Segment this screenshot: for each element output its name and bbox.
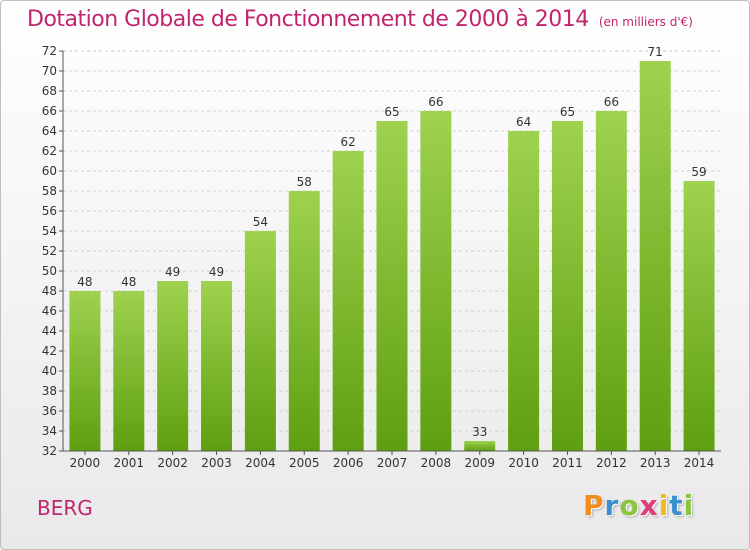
bar-2003 <box>201 281 233 451</box>
bar-2009 <box>464 441 496 451</box>
data-label: 66 <box>428 95 443 109</box>
y-tick-label: 62 <box>42 144 57 158</box>
x-tick-labels: 2000 2001 2002 2003 2004 2005 2006 2007 2008 2009… <box>70 456 715 470</box>
data-label: 58 <box>297 175 312 189</box>
data-label: 49 <box>165 265 180 279</box>
y-tick-label: 58 <box>42 184 57 198</box>
y-tick-label: 36 <box>42 404 57 418</box>
data-label: 64 <box>516 115 531 129</box>
logo-letter: i <box>658 489 670 522</box>
y-tick-label: 60 <box>42 164 57 178</box>
x-tick-label: 2002 <box>157 456 188 470</box>
y-tick-label: 66 <box>42 104 57 118</box>
y-tick-label: 34 <box>42 424 57 438</box>
x-tick-label: 2009 <box>464 456 495 470</box>
y-tick-label: 64 <box>42 124 57 138</box>
bar-2013 <box>639 61 671 451</box>
chart-title-text: Dotation Globale de Fonctionnement de 20… <box>27 7 589 32</box>
logo-letter: x <box>639 489 659 522</box>
logo-letter: P <box>583 489 605 522</box>
y-tick-label: 32 <box>42 444 57 458</box>
y-tick-label: 72 <box>42 44 57 58</box>
bar-2007 <box>376 121 408 451</box>
y-tick-label: 56 <box>42 204 57 218</box>
data-label: 62 <box>340 135 355 149</box>
data-label: 49 <box>209 265 224 279</box>
x-tick-label: 2000 <box>70 456 101 470</box>
y-tick-labels: 32 34 36 38 40 42 44 46 48 50 52 54 56 58 60 62 64 66 68 70… <box>42 44 57 458</box>
y-tick-label: 42 <box>42 344 57 358</box>
axes <box>59 50 721 455</box>
bar-2004 <box>244 231 276 451</box>
data-label: 65 <box>384 105 399 119</box>
data-label: 71 <box>648 45 663 59</box>
bar-2006 <box>332 151 364 451</box>
y-tick-label: 38 <box>42 384 57 398</box>
bar-2014 <box>683 181 715 451</box>
x-tick-label: 2004 <box>245 456 276 470</box>
y-tick-label: 40 <box>42 364 57 378</box>
x-tick-label: 2010 <box>508 456 539 470</box>
bar-2001 <box>113 291 145 451</box>
x-tick-label: 2003 <box>201 456 232 470</box>
bars <box>69 61 715 451</box>
bar-2011 <box>551 121 583 451</box>
logo-letter: r <box>604 489 620 522</box>
bar-2008 <box>420 111 452 451</box>
data-label: 65 <box>560 105 575 119</box>
x-tick-label: 2014 <box>684 456 715 470</box>
x-tick-label: 2001 <box>114 456 145 470</box>
y-tick-label: 50 <box>42 264 57 278</box>
x-tick-label: 2011 <box>552 456 583 470</box>
y-tick-label: 68 <box>42 84 57 98</box>
data-label: 48 <box>77 275 92 289</box>
y-tick-label: 52 <box>42 244 57 258</box>
x-tick-label: 2008 <box>421 456 452 470</box>
x-tick-label: 2013 <box>640 456 671 470</box>
data-label: 59 <box>691 165 706 179</box>
logo-letter: o <box>619 489 640 522</box>
bar-2002 <box>157 281 189 451</box>
chart-title: Dotation Globale de Fonctionnement de 20… <box>27 7 693 32</box>
y-tick-label: 48 <box>42 284 57 298</box>
proxiti-logo[interactable]: Proxiti <box>583 489 694 522</box>
logo-letter: i <box>683 489 695 522</box>
logo-letter: t <box>669 489 684 522</box>
data-label: 33 <box>472 425 487 439</box>
data-label: 66 <box>604 95 619 109</box>
data-label: 48 <box>121 275 136 289</box>
data-label: 54 <box>253 215 268 229</box>
bar-2005 <box>288 191 320 451</box>
y-tick-label: 54 <box>42 224 57 238</box>
bar-2010 <box>508 131 540 451</box>
bar-2012 <box>595 111 627 451</box>
y-tick-label: 44 <box>42 324 57 338</box>
data-labels: 48 48 49 49 54 58 62 65 66 33 64 65 66 71 59 <box>77 45 706 439</box>
x-tick-label: 2005 <box>289 456 320 470</box>
chart-subtitle: (en milliers d'€) <box>598 15 693 29</box>
bar-2000 <box>69 291 101 451</box>
y-tick-label: 70 <box>42 64 57 78</box>
commune-name: BERG <box>37 496 93 520</box>
y-tick-label: 46 <box>42 304 57 318</box>
x-tick-label: 2012 <box>596 456 627 470</box>
x-tick-label: 2007 <box>377 456 408 470</box>
x-tick-label: 2006 <box>333 456 364 470</box>
